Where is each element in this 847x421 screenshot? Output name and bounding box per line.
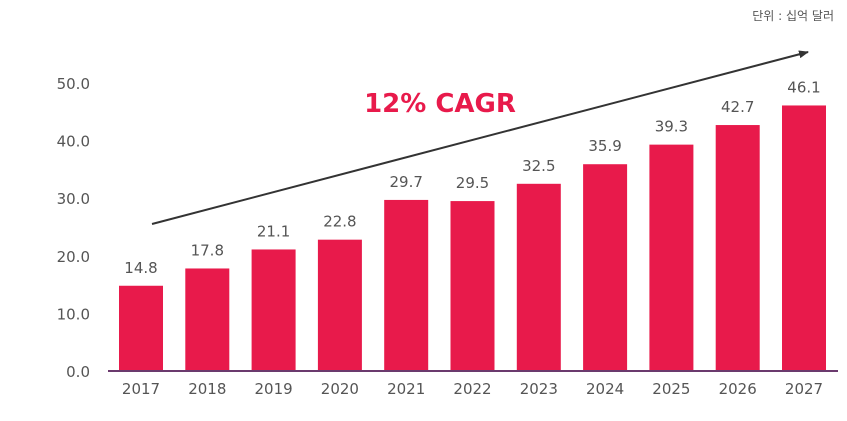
bar-value-label: 22.8 xyxy=(323,213,356,231)
bar-2023 xyxy=(516,183,561,371)
bar-2021 xyxy=(384,199,429,371)
x-tick-label: 2026 xyxy=(719,380,757,398)
cagr-annotation: 12% CAGR xyxy=(364,89,516,119)
x-tick-label: 2025 xyxy=(652,380,690,398)
bar-2026 xyxy=(715,125,760,371)
y-tick-label: 20.0 xyxy=(57,248,90,266)
x-tick-label: 2024 xyxy=(586,380,624,398)
bar-value-label: 14.8 xyxy=(124,259,157,277)
bar-2017 xyxy=(119,285,163,371)
bar-2018 xyxy=(185,268,230,371)
x-tick-label: 2023 xyxy=(520,380,558,398)
bar-value-label: 32.5 xyxy=(522,157,555,175)
bar-2020 xyxy=(317,239,362,371)
cagr-trend-arrow xyxy=(151,50,809,225)
y-axis-ticks: 0.0 10.0 20.0 30.0 40.0 50.0 xyxy=(57,75,90,381)
bar-2022 xyxy=(450,201,495,371)
bar-2019 xyxy=(251,249,296,371)
bar-value-label: 35.9 xyxy=(588,137,621,155)
bar-value-label: 29.7 xyxy=(389,173,422,191)
value-labels: 14.8 17.8 21.1 22.8 29.7 29.5 32.5 35.9 39.3 42.7… xyxy=(124,78,820,276)
bar-2027 xyxy=(782,105,826,372)
y-tick-label: 0.0 xyxy=(66,363,90,381)
y-tick-label: 10.0 xyxy=(57,305,90,323)
y-tick-label: 50.0 xyxy=(57,75,90,93)
x-tick-label: 2017 xyxy=(122,380,160,398)
bar-value-label: 42.7 xyxy=(721,98,754,116)
bar-value-label: 17.8 xyxy=(191,241,224,259)
x-tick-label: 2022 xyxy=(453,380,491,398)
bar-value-label: 21.1 xyxy=(257,222,290,240)
bar-value-label: 46.1 xyxy=(787,78,820,96)
x-tick-label: 2019 xyxy=(255,380,293,398)
x-tick-label: 2027 xyxy=(785,380,823,398)
bars xyxy=(119,105,826,372)
bar-value-label: 29.5 xyxy=(456,174,489,192)
x-tick-label: 2021 xyxy=(387,380,425,398)
x-axis-ticks: 2017 2018 2019 2020 2021 2022 2023 2024 2025 2026… xyxy=(122,380,823,398)
unit-note: 단위 : 십억 달러 xyxy=(752,9,834,23)
x-tick-label: 2020 xyxy=(321,380,359,398)
bar-2024 xyxy=(583,164,628,371)
bar-value-label: 39.3 xyxy=(655,118,688,136)
x-tick-label: 2018 xyxy=(188,380,226,398)
bar-2025 xyxy=(649,144,694,371)
y-tick-label: 30.0 xyxy=(57,190,90,208)
y-tick-label: 40.0 xyxy=(57,133,90,151)
